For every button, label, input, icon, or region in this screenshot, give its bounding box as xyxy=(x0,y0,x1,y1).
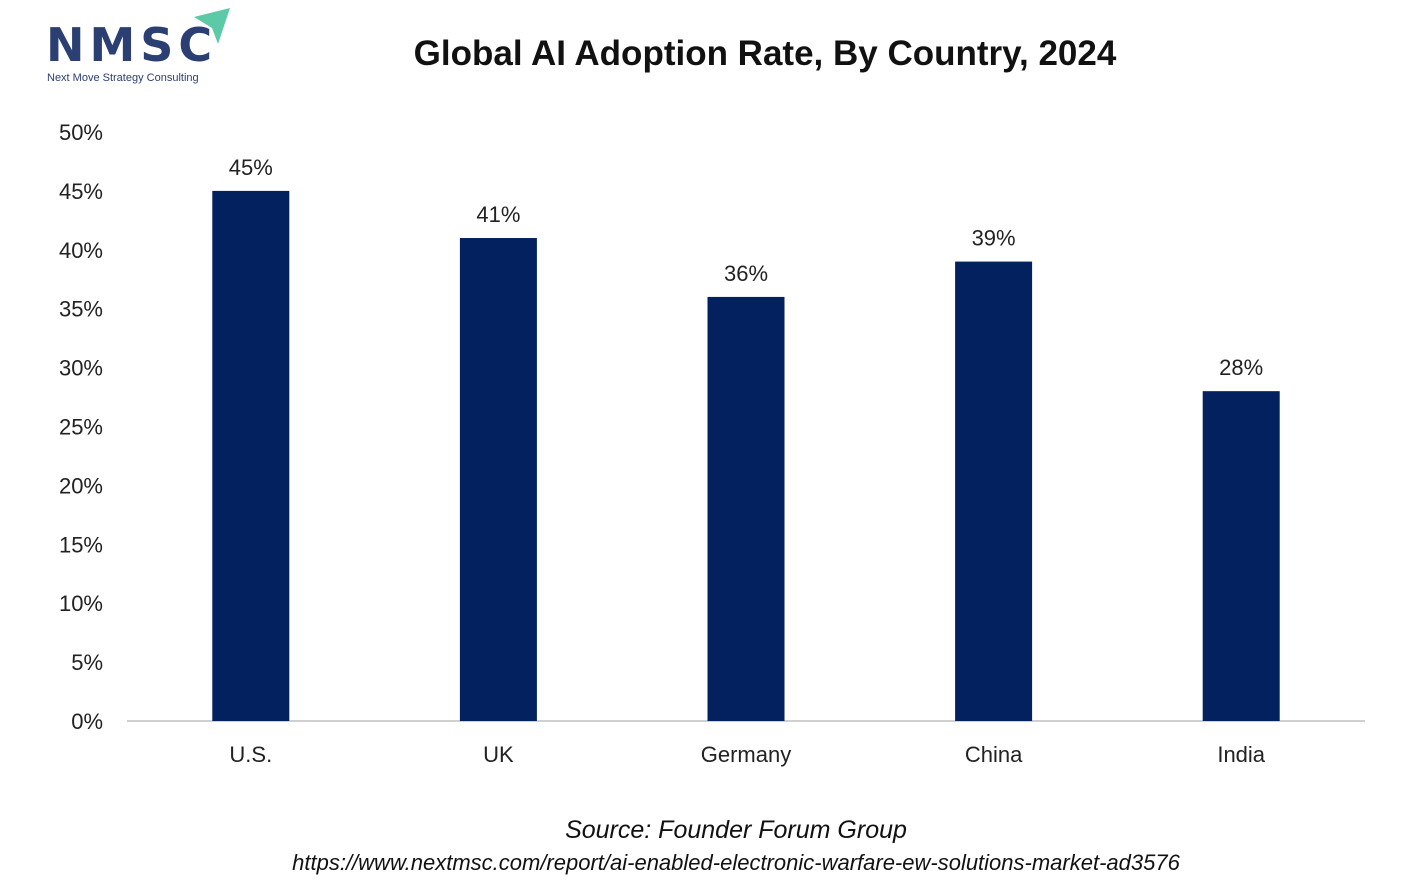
y-tick-label: 25% xyxy=(59,415,103,440)
bar xyxy=(212,190,290,721)
y-tick-label: 10% xyxy=(59,591,103,616)
x-tick-label: Germany xyxy=(701,742,791,767)
nmsc-logo: NMSC Next Move Strategy Consulting xyxy=(44,8,244,88)
x-tick-label: UK xyxy=(483,742,514,767)
logo-tagline: Next Move Strategy Consulting xyxy=(47,72,199,84)
data-label: 28% xyxy=(1219,355,1263,380)
logo-letters: NMSC xyxy=(46,18,218,72)
bar xyxy=(1202,391,1280,721)
data-label: 41% xyxy=(476,202,520,227)
bar xyxy=(955,261,1033,721)
x-tick-label: India xyxy=(1217,742,1265,767)
x-tick-label: China xyxy=(965,742,1023,767)
y-tick-label: 15% xyxy=(59,532,103,557)
y-tick-label: 40% xyxy=(59,238,103,263)
bar-chart: 0% 5% 10% 15% 20% 25% 30% 35% 40% 45% 50% 45% U.S. 41… xyxy=(59,120,1365,767)
x-tick-label: U.S. xyxy=(229,742,272,767)
data-label: 36% xyxy=(724,261,768,286)
bar xyxy=(707,296,785,721)
y-tick-label: 30% xyxy=(59,356,103,381)
source-url: https://www.nextmsc.com/report/ai-enable… xyxy=(292,850,1180,875)
y-tick-label: 0% xyxy=(71,709,103,734)
data-label: 39% xyxy=(972,226,1016,251)
data-label: 45% xyxy=(229,155,273,180)
y-tick-label: 35% xyxy=(59,297,103,322)
y-tick-label: 20% xyxy=(59,473,103,498)
chart-title: Global AI Adoption Rate, By Country, 202… xyxy=(413,34,1117,73)
y-tick-label: 45% xyxy=(59,179,103,204)
source-text: Source: Founder Forum Group xyxy=(565,816,907,844)
paper-plane-icon xyxy=(194,8,230,44)
y-tick-label: 5% xyxy=(71,650,103,675)
y-tick-label: 50% xyxy=(59,120,103,145)
bar xyxy=(459,238,537,721)
